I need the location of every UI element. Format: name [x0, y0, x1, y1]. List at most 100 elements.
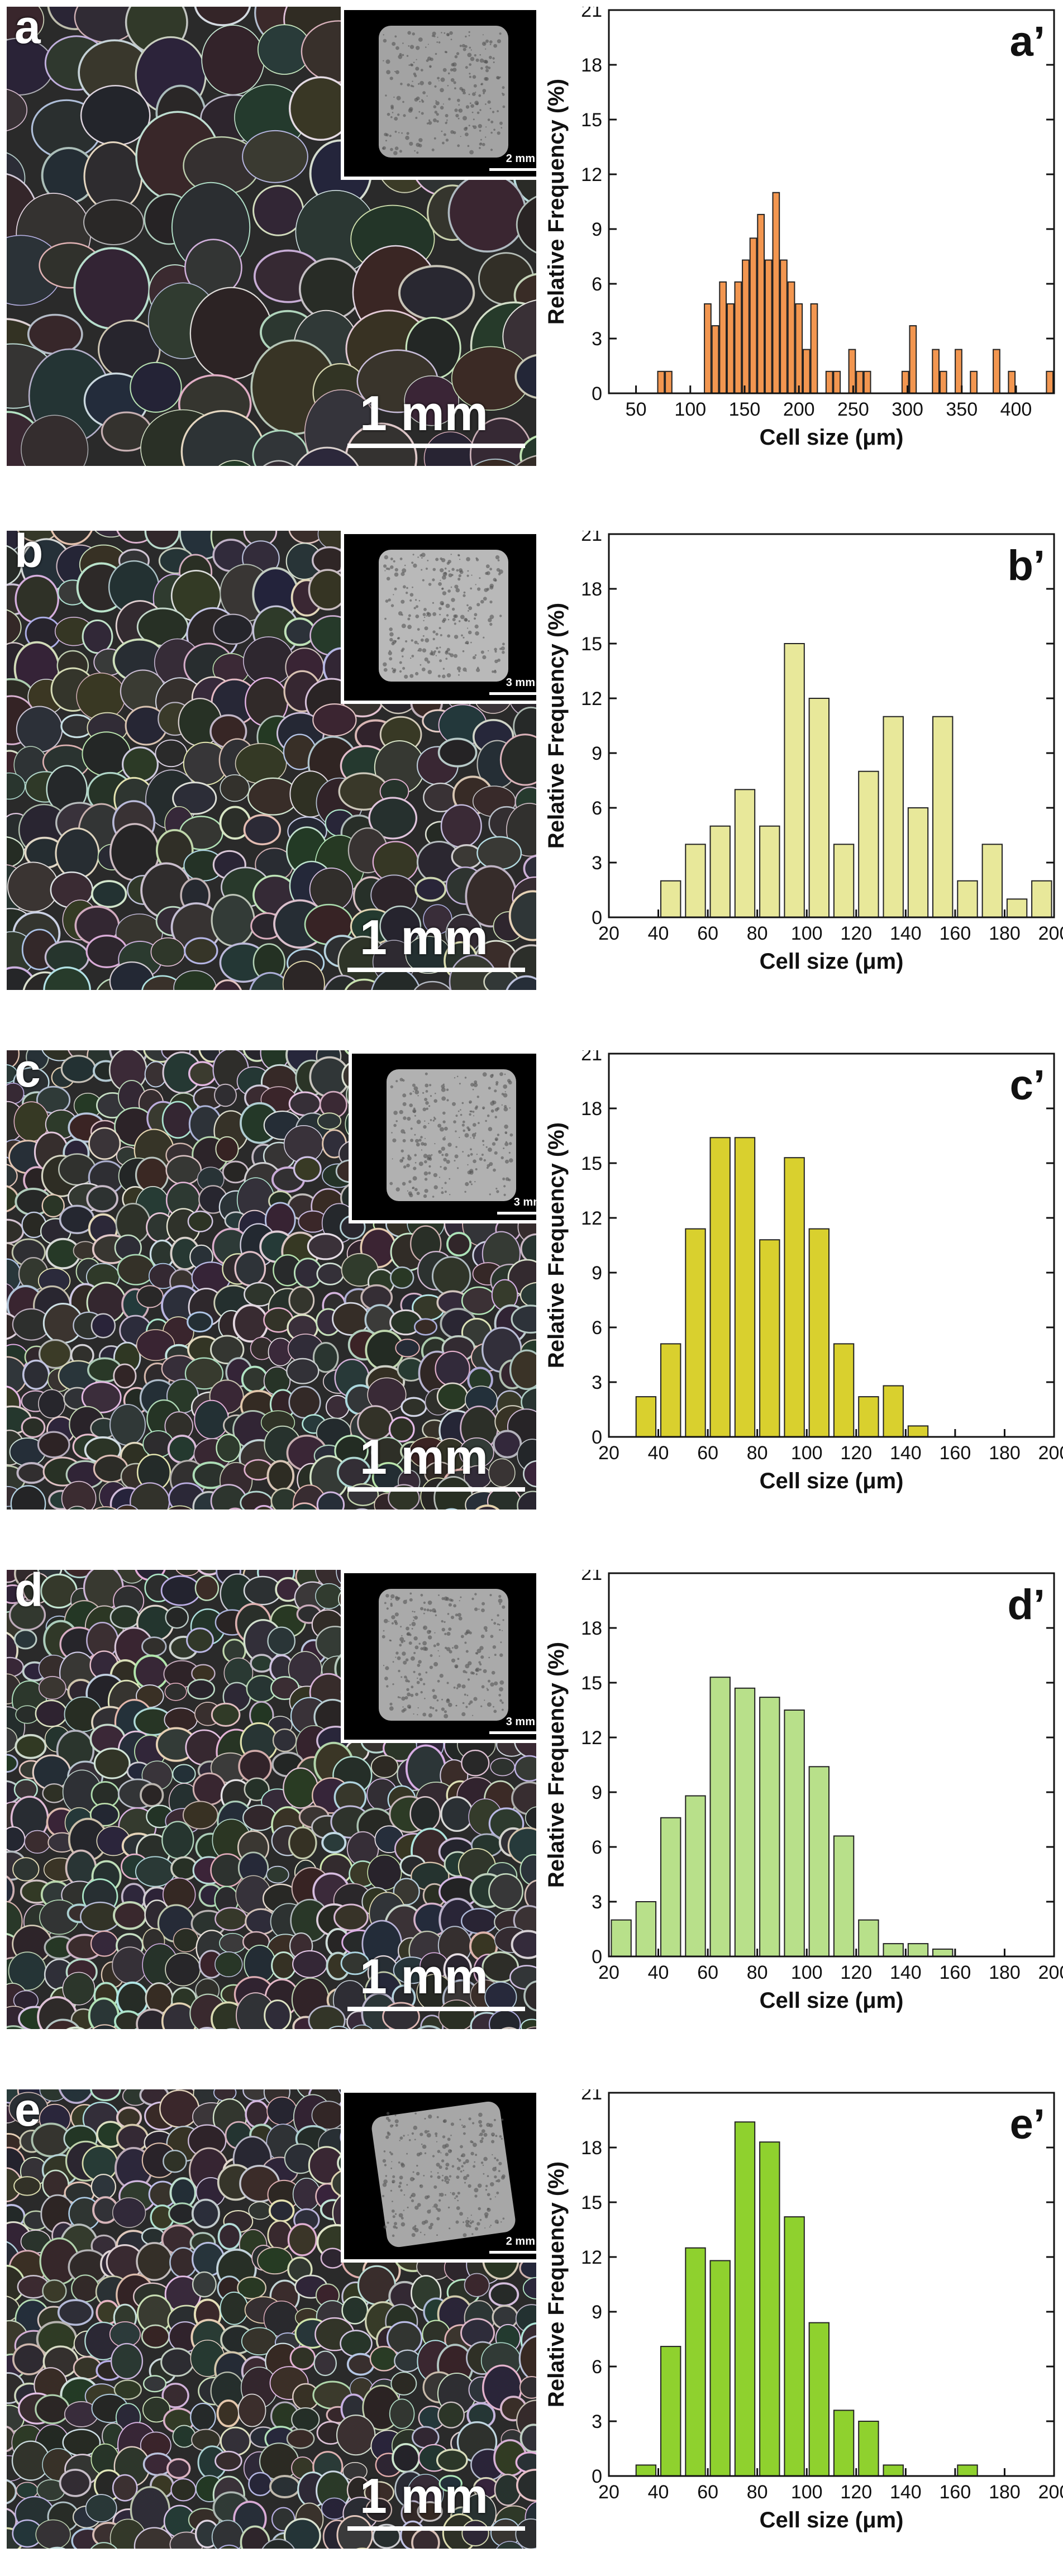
inset-pore: [427, 2210, 431, 2214]
foam-cell: [286, 1358, 320, 1384]
inset-pore: [401, 2222, 406, 2227]
plot-frame: [608, 9, 1055, 394]
inset-pore: [405, 1679, 409, 1683]
inset-pore: [425, 568, 428, 570]
inset-pore: [454, 635, 459, 639]
inset-pore: [423, 1194, 427, 1198]
foam-cell: [237, 2393, 266, 2427]
inset-pore: [446, 1698, 450, 1702]
inset-pore: [480, 1655, 484, 1659]
inset-pore: [485, 39, 489, 43]
foam-cell: [85, 2494, 117, 2522]
inset-pore: [438, 1177, 441, 1178]
foam-cell: [197, 1570, 222, 1576]
foam-cell: [490, 1758, 516, 1777]
y-tick-label: 9: [592, 219, 602, 240]
inset-pore: [475, 1652, 478, 1655]
inset-pore: [479, 577, 481, 579]
inset-pore: [457, 1613, 461, 1617]
inset-pore: [463, 1129, 465, 1132]
inset-pore: [445, 603, 450, 608]
inset-pore: [485, 1629, 488, 1632]
foam-cell: [413, 1318, 438, 1336]
inset-pore: [463, 1670, 466, 1673]
foam-cell: [388, 1416, 415, 1442]
inset-pore: [445, 1646, 447, 1649]
inset-pore: [498, 1623, 500, 1626]
inset-pore: [444, 1713, 449, 1718]
foam-cell: [7, 1826, 26, 1853]
inset-pore: [465, 2159, 469, 2163]
inset-pore: [390, 2153, 393, 2156]
inset-scale-bar: [489, 1731, 536, 1734]
inset-pore: [392, 2234, 395, 2237]
y-tick-label: 15: [581, 634, 602, 655]
inset-pore: [434, 1632, 436, 1634]
inset-pore: [418, 111, 421, 113]
inset-pore: [411, 1622, 416, 1626]
inset-pore: [393, 96, 395, 98]
foam-cell: [298, 258, 363, 321]
scale-bar: [347, 1487, 525, 1492]
inset-pore: [437, 2172, 439, 2174]
foam-cell: [194, 1399, 229, 1440]
inset-pore: [437, 2175, 441, 2179]
inset-pore: [468, 620, 470, 622]
inset-pore: [393, 151, 398, 155]
inset-pore: [496, 2191, 499, 2194]
inset-pore: [441, 1154, 444, 1156]
inset-pore: [433, 137, 436, 140]
inset-pore: [460, 2145, 463, 2149]
inset-pore: [489, 1193, 491, 1196]
inset-pore: [428, 1713, 433, 1718]
foam-cell: [523, 1980, 536, 2012]
inset-pore: [445, 2167, 449, 2170]
inset-pore: [458, 670, 461, 673]
foam-cell: [41, 1194, 65, 1218]
foam-cell: [109, 1605, 140, 1629]
inset-pore: [483, 597, 487, 601]
inset-pore: [479, 2134, 480, 2136]
inset-pore: [463, 594, 466, 597]
inset-pore: [450, 130, 454, 134]
inset-pore: [481, 2129, 485, 2133]
inset-pore: [398, 2161, 401, 2164]
inset-pore: [401, 1676, 403, 1678]
inset-pore: [433, 1099, 437, 1103]
foam-cell: [514, 1755, 536, 1782]
inset-pore: [464, 1133, 469, 1138]
inset-pore: [446, 673, 451, 678]
inset-pore: [426, 1107, 428, 1110]
inset-pore: [447, 589, 451, 593]
inset-pore: [473, 1697, 478, 1701]
inset-pore: [480, 599, 484, 604]
foam-cell: [245, 2100, 270, 2129]
inset-pore: [435, 655, 437, 656]
inset-pore: [394, 130, 397, 133]
inset-pore: [485, 103, 487, 105]
inset-pore: [464, 1641, 467, 1644]
inset-pore: [432, 1707, 435, 1710]
inset-pore: [499, 1629, 501, 1631]
inset-pore: [426, 1608, 430, 1612]
inset-pore: [424, 1160, 427, 1164]
inset-pore: [444, 1182, 447, 1184]
foam-cell: [68, 1506, 87, 1510]
inset-pore: [445, 2153, 449, 2156]
inset-pore: [455, 113, 459, 118]
inset-pore: [435, 53, 437, 55]
inset-pore: [467, 1164, 469, 1166]
inset-pore: [431, 651, 436, 656]
inset-pore: [413, 1651, 416, 1654]
histogram-bar: [970, 370, 978, 394]
inset-pore: [414, 2139, 416, 2141]
inset-pore: [466, 2174, 470, 2177]
foam-cell: [81, 1381, 122, 1413]
inset-pore: [383, 2179, 388, 2184]
inset-pore: [389, 1639, 391, 1641]
inset-pore: [441, 130, 443, 132]
inset-pore: [450, 2122, 454, 2126]
inset-pore: [469, 1113, 471, 1116]
inset-pore: [414, 1115, 416, 1117]
